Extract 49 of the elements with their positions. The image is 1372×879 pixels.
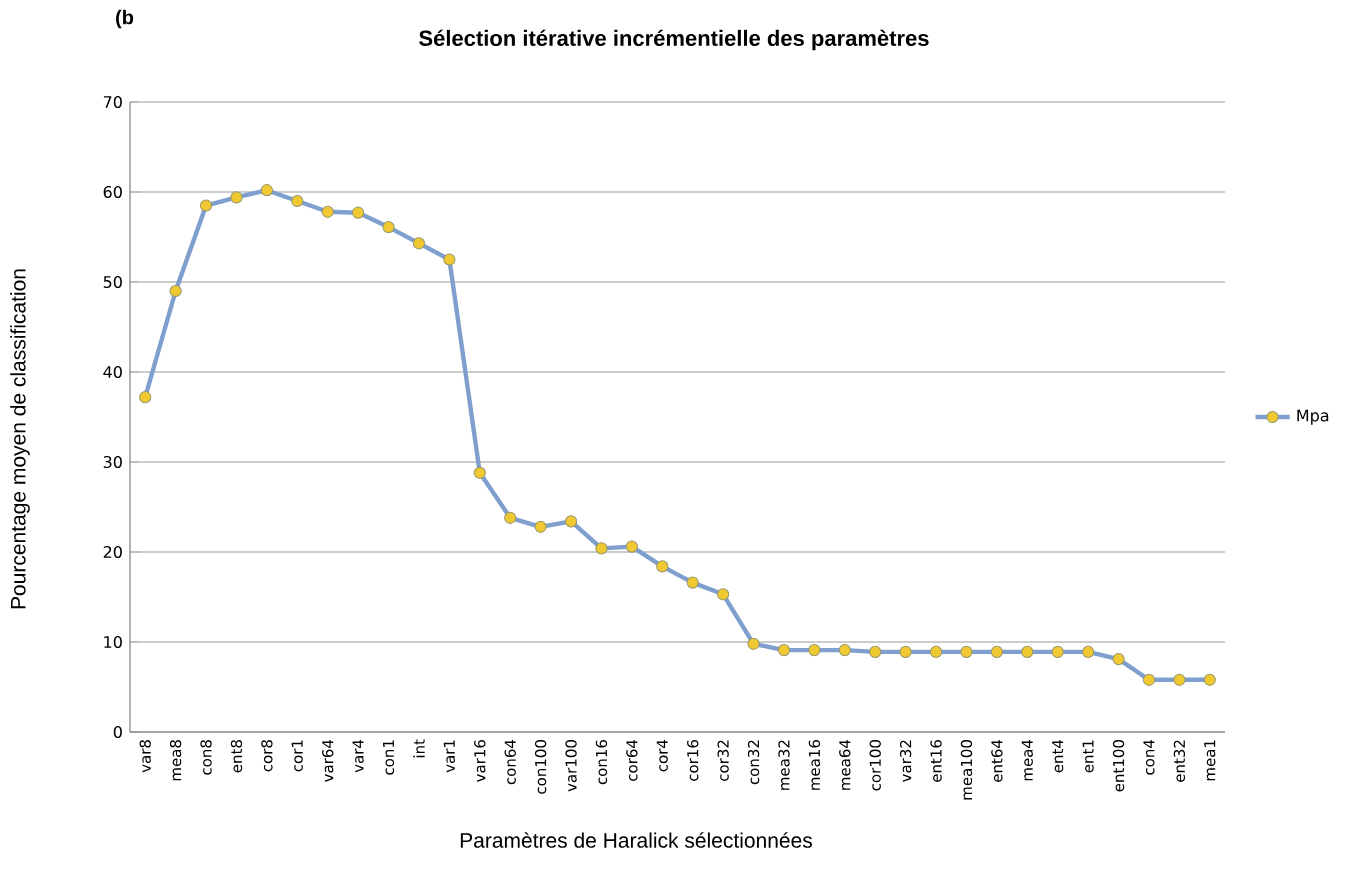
x-tick-label: var32	[899, 740, 912, 782]
x-tick-label: con1	[382, 740, 395, 775]
x-tick-label: mea64	[839, 739, 851, 790]
x-tick-label: ent100	[1112, 740, 1125, 792]
x-tick-label: var8	[139, 740, 151, 773]
x-tick-label: ent8	[230, 740, 243, 773]
y-tick-label: 0	[113, 725, 122, 739]
y-tick-label: 70	[103, 95, 122, 109]
x-tick-label: int	[413, 739, 425, 758]
x-tick-label: ent64	[991, 739, 1003, 782]
x-tick-label: mea100	[960, 740, 973, 800]
x-tick-label: cor8	[261, 740, 273, 772]
y-axis-title: Pourcentage moyen de classification	[10, 269, 30, 609]
x-tick-label: ent4	[1052, 739, 1064, 773]
x-tick-label: mea4	[1021, 739, 1033, 781]
text: (b	[116, 9, 134, 29]
x-tick-label: cor1	[291, 740, 303, 772]
x-tick-label: var1	[443, 740, 455, 773]
x-tick-label: con16	[595, 740, 608, 785]
x-tick-label: mea16	[808, 740, 821, 790]
x-tick-label: con64	[504, 739, 516, 785]
x-tick-label: cor100	[869, 740, 881, 791]
x-tick-label: cor32	[717, 740, 729, 781]
chart-title: Sélection itérative incrémentielle des paramètres	[419, 29, 929, 51]
y-tick-label: 10	[104, 635, 122, 649]
x-tick-label: var64	[322, 739, 334, 782]
y-tick-label: 50	[103, 275, 122, 289]
x-tick-label: ent16	[930, 740, 942, 782]
x-tick-label: mea32	[778, 740, 790, 790]
x-tick-label: con4	[1143, 739, 1155, 775]
x-tick-label: mea8	[169, 740, 182, 781]
y-tick-label: 40	[103, 365, 122, 379]
x-tick-label: ent1	[1082, 740, 1094, 773]
x-tick-label: cor4	[656, 739, 668, 772]
x-tick-label: cor64	[626, 739, 638, 781]
x-tick-label: con32	[747, 740, 760, 785]
x-tick-label: var16	[474, 740, 486, 782]
y-tick-label: 20	[103, 545, 122, 559]
x-tick-label: mea1	[1204, 740, 1216, 781]
x-tick-label: con100	[534, 740, 547, 794]
y-tick-label: 60	[103, 185, 122, 199]
legend-label: Mpa	[1297, 409, 1329, 425]
y-tick-label: 30	[103, 455, 122, 469]
x-tick-label: ent32	[1173, 740, 1186, 782]
x-axis-title: Paramètres de Haralick sélectionnées	[460, 832, 812, 848]
x-tick-label: var100	[565, 740, 577, 792]
x-tick-label: var4	[352, 739, 364, 773]
x-tick-label: cor16	[687, 740, 699, 781]
x-tick-label: con8	[200, 740, 212, 775]
